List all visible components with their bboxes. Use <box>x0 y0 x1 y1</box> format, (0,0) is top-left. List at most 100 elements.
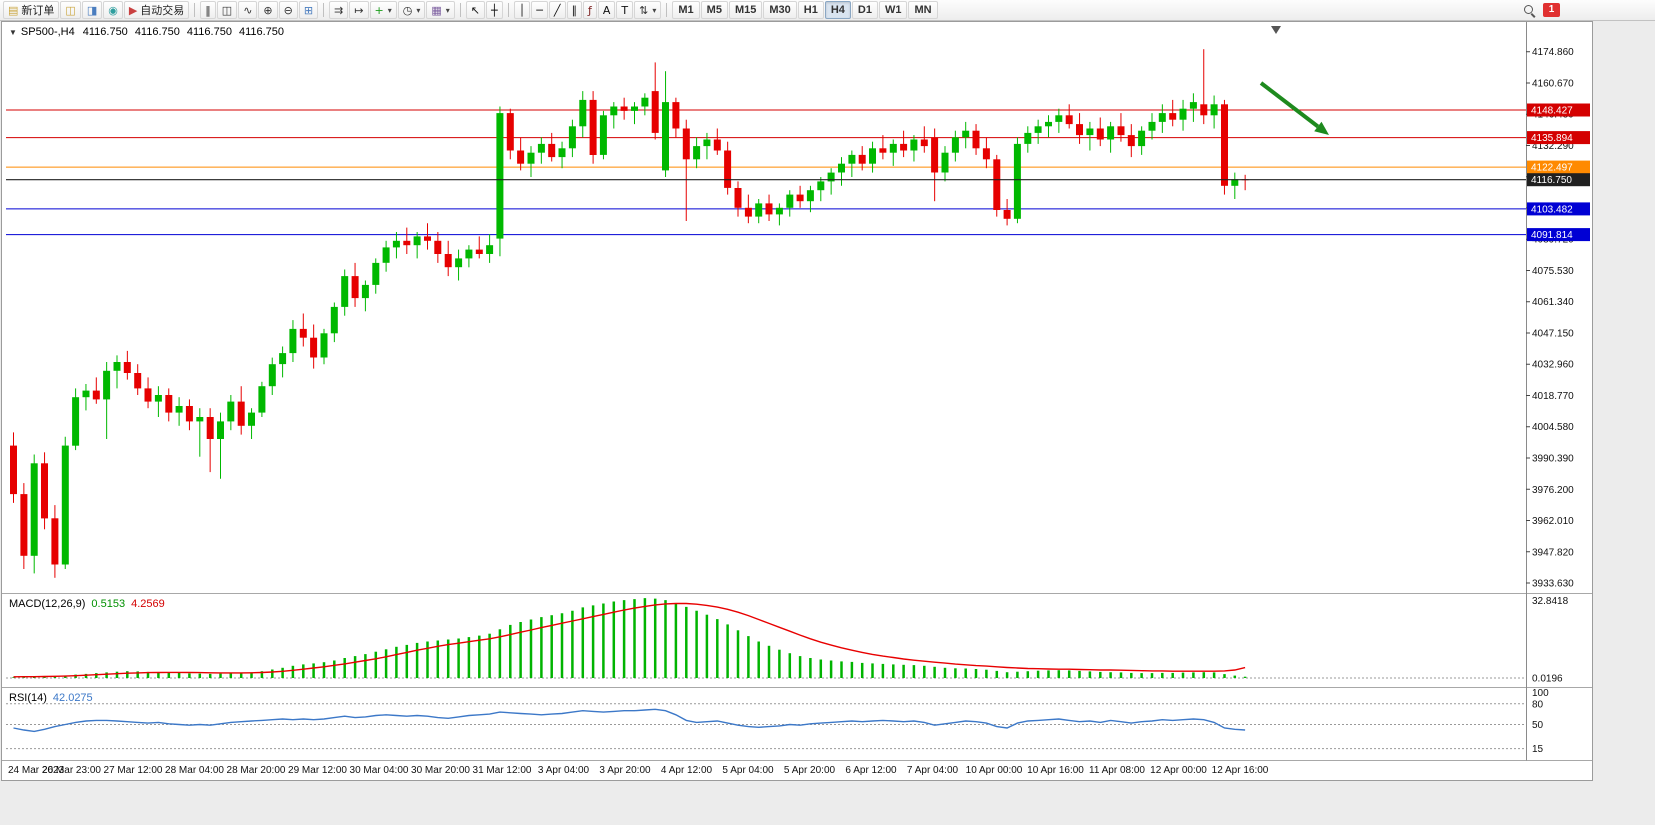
timeframe-M1-button[interactable]: M1 <box>672 1 700 19</box>
time-tick-label: 10 Apr 00:00 <box>966 765 1023 776</box>
auto-trading-button[interactable]: ▶ 自动交易 <box>123 1 190 19</box>
timeframe-D1-button[interactable]: D1 <box>851 1 878 19</box>
macd-main-value: 0.5153 <box>91 598 126 610</box>
ohlc-low: 4116.750 <box>186 26 232 38</box>
chart-canvas[interactable]: 4174.8604160.6704146.4804132.2904118.100… <box>2 22 1592 780</box>
time-tick-label: 26 Mar 23:00 <box>42 765 101 776</box>
line-chart-button-icon: ∿ <box>243 3 253 17</box>
time-tick-label: 5 Apr 04:00 <box>722 765 774 776</box>
macd-name: MACD(12,26,9) <box>9 598 86 610</box>
price-tag-4116.750 <box>1527 173 1590 187</box>
price-tick-label: 3933.630 <box>1532 579 1574 590</box>
macd-signal-value: 4.2569 <box>131 598 165 610</box>
price-tag-4103.482 <box>1527 202 1590 216</box>
toolbar-separator <box>507 3 509 17</box>
timeframe-MN-button[interactable]: MN <box>908 1 938 19</box>
price-tick-label: 4132.290 <box>1532 141 1574 152</box>
rsi-axis-label: 50 <box>1532 720 1544 731</box>
timeframe-H1-button[interactable]: H1 <box>797 1 824 19</box>
cursor-button-icon: ↖ <box>470 3 481 17</box>
button-label: M30 <box>769 4 791 16</box>
bar-chart-button[interactable]: ‖ <box>200 1 216 19</box>
zoom-out-button-icon: ⊖ <box>283 3 293 17</box>
price-tag-label: 4116.750 <box>1531 175 1572 186</box>
chart-menu-icon[interactable]: ▼ <box>9 28 17 37</box>
cursor-button[interactable]: ↖ <box>465 1 486 19</box>
community-button[interactable]: ◉ <box>103 1 123 19</box>
price-tick-label: 3947.820 <box>1532 547 1574 558</box>
time-tick-label: 24 Mar 2023 <box>8 765 65 776</box>
price-tag-4148.427 <box>1527 103 1590 117</box>
timeframe-W1-button[interactable]: W1 <box>878 1 908 19</box>
vertical-line-button-icon: │ <box>518 3 526 17</box>
chart-window: 4174.8604160.6704146.4804132.2904118.100… <box>1 21 1593 781</box>
templates-button-icon: ▦ <box>431 3 442 17</box>
chart-symbol-timeframe: SP500-,H4 <box>20 26 75 38</box>
price-tick-label: 4174.860 <box>1532 47 1574 58</box>
new-order-button-icon: ▤ <box>8 3 19 17</box>
market-watch-button[interactable]: ◨ <box>81 1 103 19</box>
price-tag-label: 4122.497 <box>1531 163 1573 174</box>
price-tick-label: 4018.770 <box>1532 391 1574 402</box>
price-tick-label: 3962.010 <box>1532 516 1574 527</box>
price-tag-label: 4103.482 <box>1531 204 1573 215</box>
button-label: H4 <box>830 4 845 16</box>
zoom-out-button[interactable]: ⊖ <box>278 1 298 19</box>
fibonacci-button-icon: ƒ <box>588 3 592 17</box>
periods-button[interactable]: ◷ ▾ <box>397 1 426 19</box>
tile-windows-button[interactable]: ⊞ <box>298 1 319 19</box>
timeframe-M5-button[interactable]: M5 <box>700 1 728 19</box>
dropdown-arrow-icon: ▾ <box>416 5 421 15</box>
dropdown-arrow-icon: ▾ <box>387 5 392 15</box>
text-label-button-icon: T <box>621 3 629 17</box>
time-tick-label: 27 Mar 12:00 <box>104 765 163 776</box>
search-icon[interactable] <box>1523 4 1535 16</box>
time-tick-label: 29 Mar 12:00 <box>288 765 347 776</box>
time-tick-label: 7 Apr 04:00 <box>907 765 959 776</box>
templates-button[interactable]: ▦ ▾ <box>426 1 455 19</box>
auto-scroll-button[interactable]: ⇉ <box>329 1 349 19</box>
toolbar-right-group: 1 <box>1523 3 1560 17</box>
timeframe-M15-button[interactable]: M15 <box>728 1 763 19</box>
price-tick-label: 3976.200 <box>1532 485 1574 496</box>
charts-stack-button[interactable]: ◫ <box>60 1 81 19</box>
crosshair-button[interactable]: ┼ <box>486 1 503 19</box>
periods-button-icon: ◷ <box>402 3 413 17</box>
auto-trading-button-icon: ▶ <box>128 3 138 17</box>
time-tick-label: 31 Mar 12:00 <box>473 765 532 776</box>
text-button[interactable]: A <box>597 1 616 19</box>
candlestick-chart-button[interactable]: ◫ <box>216 1 238 19</box>
price-axis[interactable]: 4174.8604160.6704146.4804132.2904118.100… <box>1526 47 1590 590</box>
trend-arrow-annotation[interactable] <box>1259 81 1329 135</box>
indicators-button[interactable]: + ▾ <box>369 1 397 19</box>
timeframe-M30-button[interactable]: M30 <box>763 1 797 19</box>
fibonacci-button[interactable]: ƒ <box>583 1 597 19</box>
button-label: 新订单 <box>21 5 55 17</box>
price-tick-label: 4004.580 <box>1532 422 1574 433</box>
rsi-axis-label: 100 <box>1532 688 1549 699</box>
button-label: MN <box>914 4 932 16</box>
zoom-in-button[interactable]: ⊕ <box>258 1 278 19</box>
toolbar-separator <box>459 3 461 17</box>
horizontal-line-button[interactable]: ─ <box>531 1 548 19</box>
notification-badge[interactable]: 1 <box>1543 3 1560 17</box>
line-chart-button[interactable]: ∿ <box>238 1 258 19</box>
time-tick-label: 3 Apr 04:00 <box>538 765 590 776</box>
text-label-button[interactable]: T <box>616 1 634 19</box>
price-level-lines[interactable] <box>6 109 1526 236</box>
vertical-line-button[interactable]: │ <box>513 1 531 19</box>
dropdown-arrow-icon: ▾ <box>652 5 657 15</box>
chart-shift-button[interactable]: ↦ <box>349 1 369 19</box>
indicators-button-icon: + <box>374 3 384 17</box>
arrows-button[interactable]: ⇅ ▾ <box>634 1 662 19</box>
chart-shift-marker[interactable] <box>1271 26 1281 34</box>
price-tag-4122.497 <box>1527 160 1590 174</box>
price-tag-label: 4091.814 <box>1531 230 1573 241</box>
new-order-button[interactable]: ▤ 新订单 <box>3 1 60 19</box>
timeframe-H4-button[interactable]: H4 <box>824 1 851 19</box>
price-tick-label: 4047.150 <box>1532 329 1574 340</box>
trendline-button[interactable]: ╱ <box>548 1 566 19</box>
channel-button[interactable]: ∥ <box>566 1 583 19</box>
